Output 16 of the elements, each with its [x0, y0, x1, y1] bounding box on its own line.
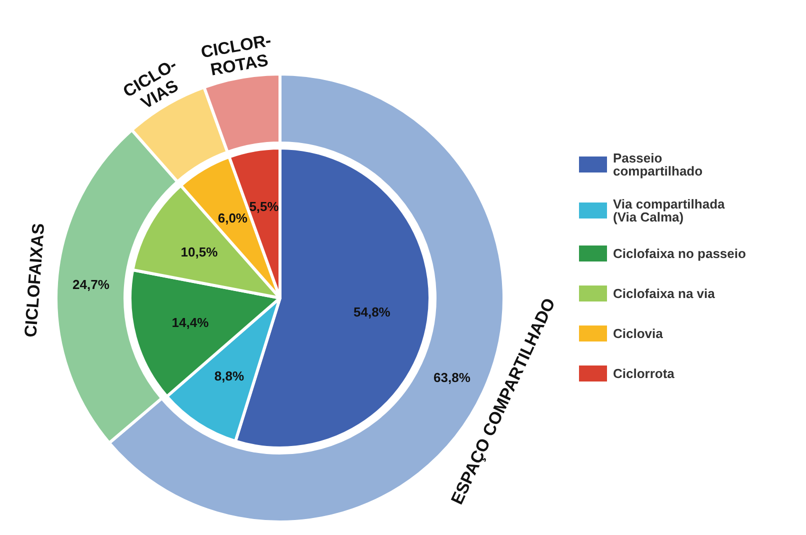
legend-label: Passeio compartilhado — [613, 150, 703, 178]
legend-label: Ciclofaixa na via — [613, 286, 716, 301]
data-label: 14,4% — [172, 314, 210, 330]
data-label: 8,8% — [214, 368, 244, 384]
slice-label: CICLOR- ROTAS — [200, 30, 273, 80]
data-label: 24,7% — [72, 276, 110, 292]
data-label: 10,5% — [180, 244, 218, 260]
legend-label: Ciclofaixa no passeio — [613, 246, 746, 261]
legend-label: Ciclorrota — [613, 366, 676, 381]
slice-label: CICLOFAIXAS — [21, 222, 48, 338]
data-label: 54,8% — [354, 304, 391, 320]
data-label: 63,8% — [434, 370, 471, 386]
legend-label: Ciclovia — [613, 326, 664, 341]
data-label: 5,5% — [249, 198, 280, 214]
data-label: 6,0% — [218, 210, 248, 226]
legend-label: Via compartilhada (Via Calma) — [613, 196, 728, 224]
